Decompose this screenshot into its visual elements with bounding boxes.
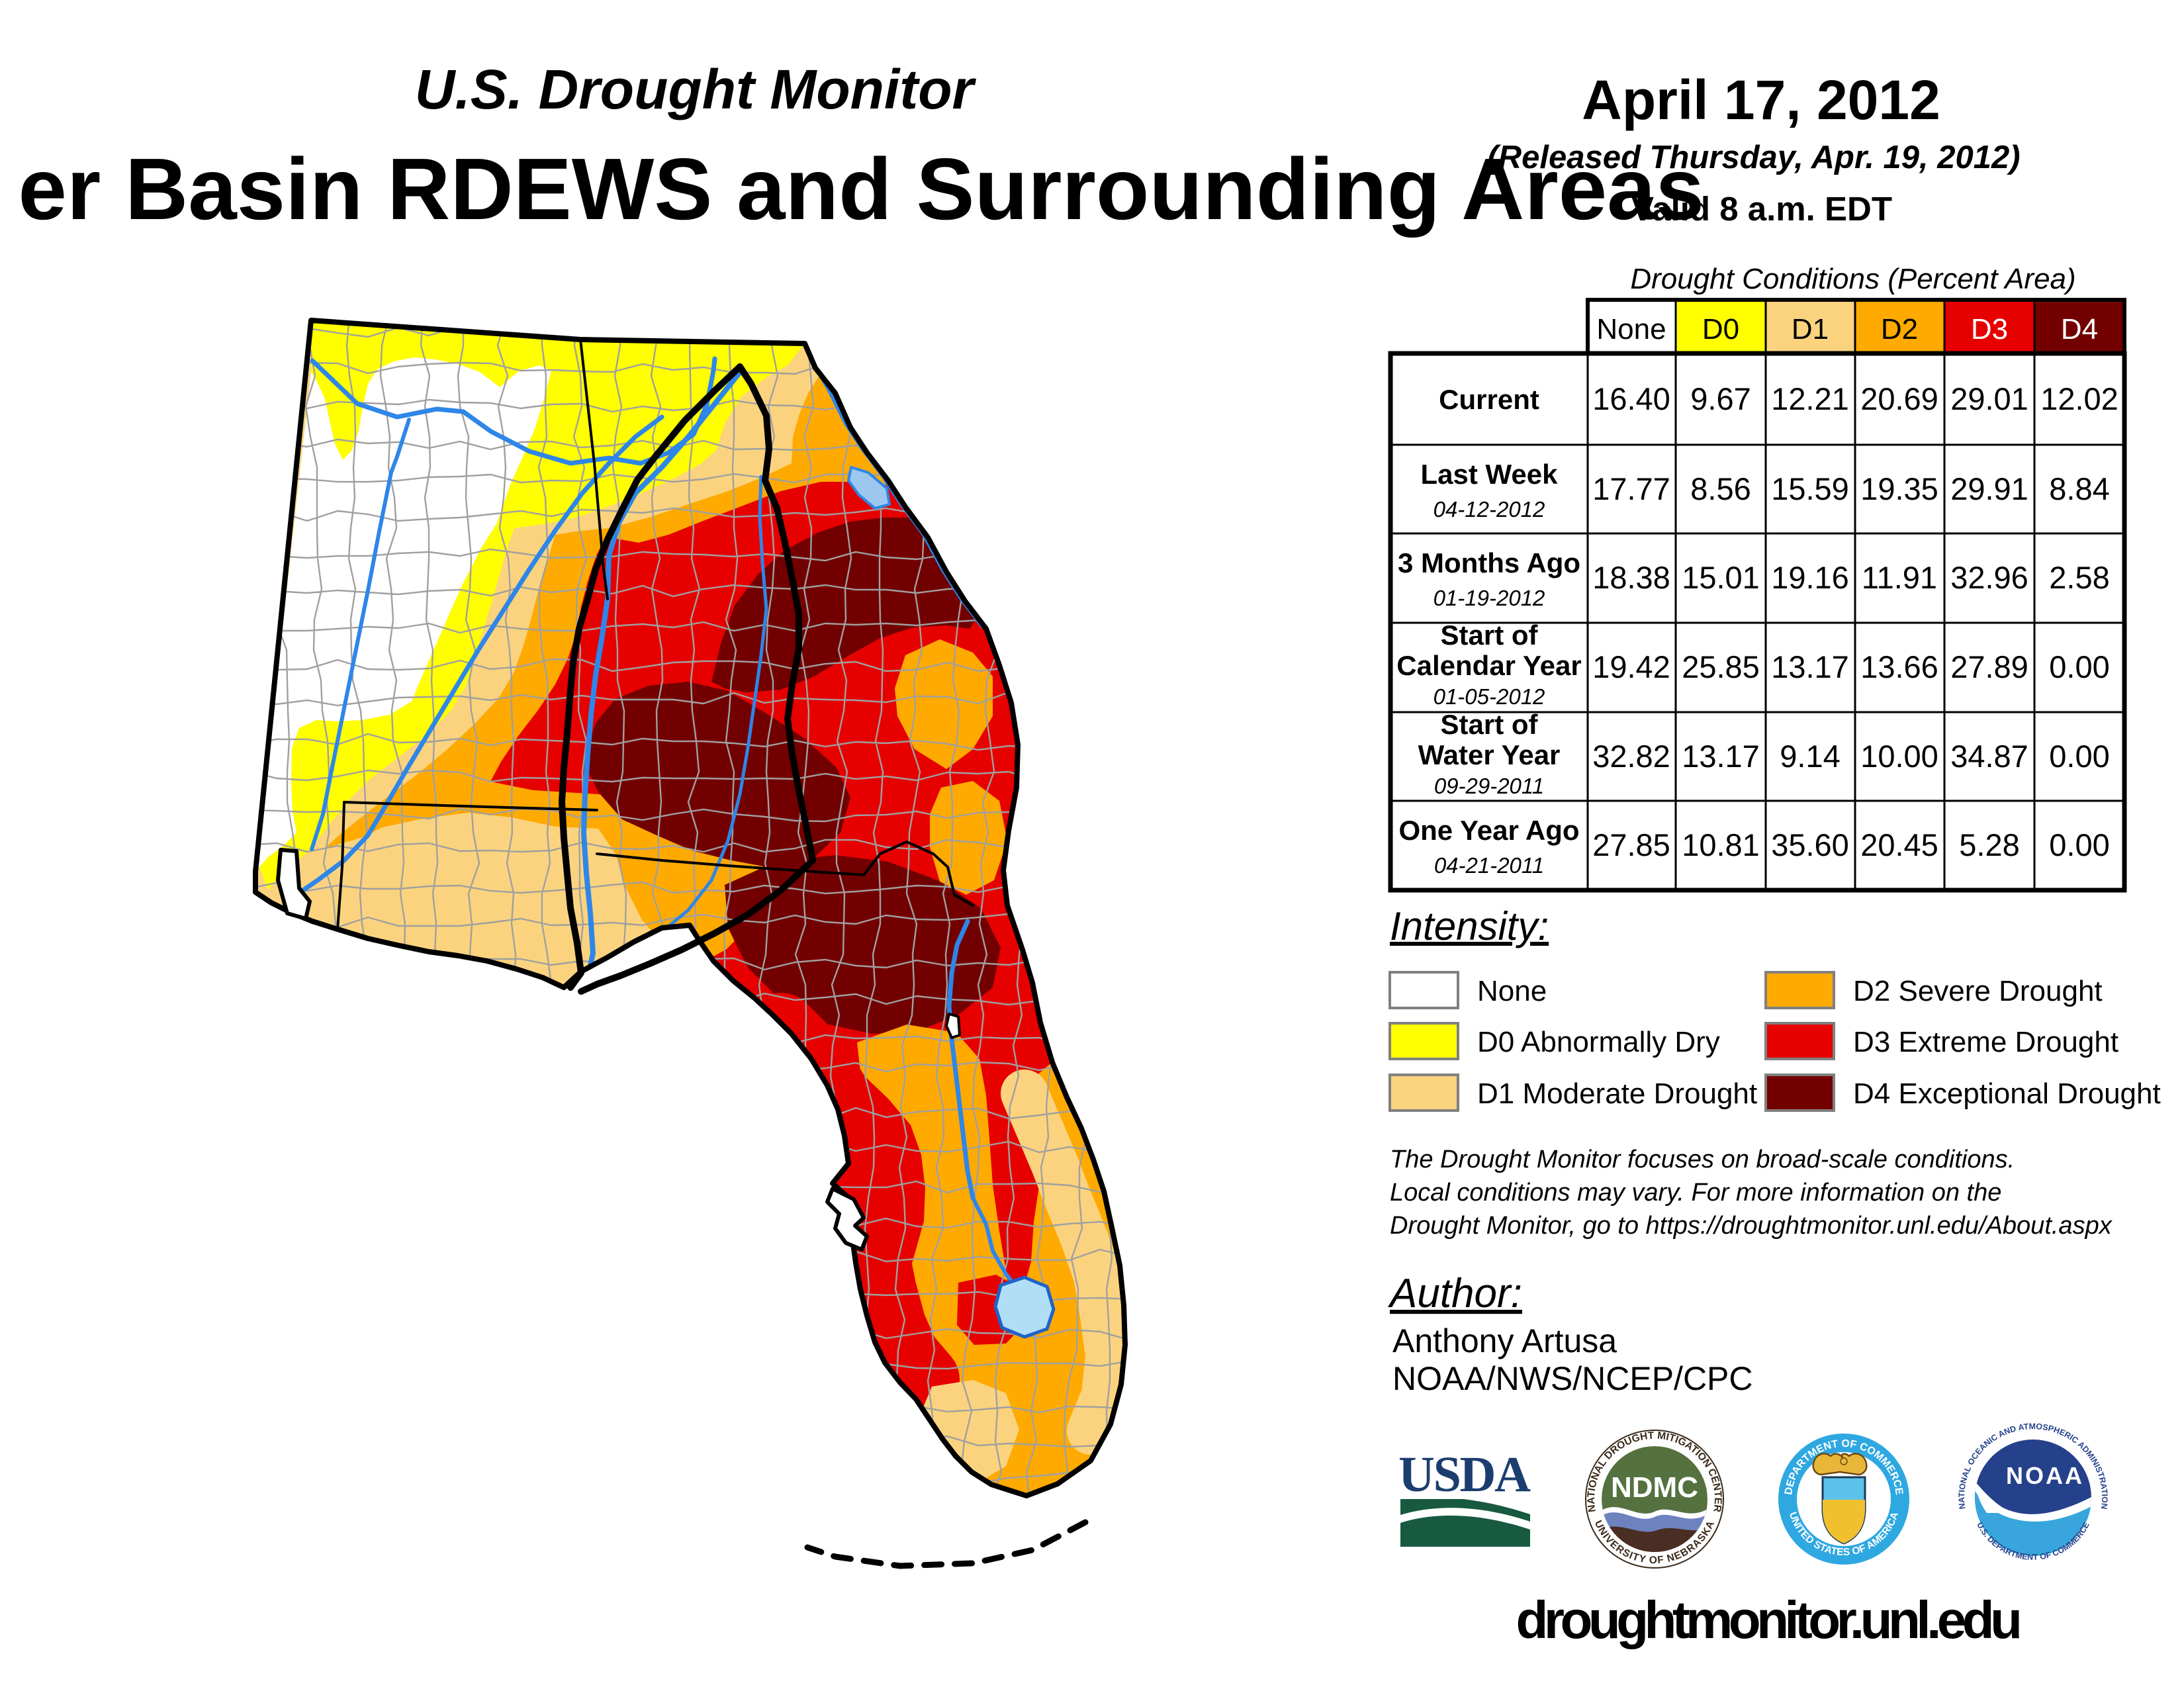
svg-text:D4 Exceptional Drought: D4 Exceptional Drought [1853,1077,2161,1110]
svg-text:13.17: 13.17 [1771,649,1849,684]
svg-text:One Year Ago: One Year Ago [1398,815,1579,846]
svg-text:Valid 8 a.m. EDT: Valid 8 a.m. EDT [1631,190,1892,228]
svg-text:NOAA/NWS/NCEP/CPC: NOAA/NWS/NCEP/CPC [1392,1360,1753,1397]
svg-text:er Basin RDEWS and Surrounding: er Basin RDEWS and Surrounding Areas [18,140,1704,238]
svg-text:35.60: 35.60 [1771,827,1849,862]
svg-text:10.81: 10.81 [1682,827,1760,862]
svg-text:20.45: 20.45 [1860,827,1938,862]
svg-text:16.40: 16.40 [1592,381,1670,416]
svg-text:01-05-2012: 01-05-2012 [1433,684,1545,709]
svg-text:Drought Conditions (Percent Ar: Drought Conditions (Percent Area) [1630,263,2075,295]
svg-text:34.87: 34.87 [1950,739,2028,774]
svg-text:Last Week: Last Week [1421,459,1559,490]
svg-text:D1 Moderate Drought: D1 Moderate Drought [1477,1077,1757,1110]
svg-text:19.42: 19.42 [1592,649,1670,684]
svg-text:17.77: 17.77 [1592,471,1670,506]
svg-text:8.56: 8.56 [1690,471,1751,506]
svg-text:USDA: USDA [1398,1447,1531,1502]
svg-text:29.91: 29.91 [1950,471,2028,506]
svg-text:D2: D2 [1881,313,1918,345]
svg-text:droughtmonitor.unl.edu: droughtmonitor.unl.edu [1516,1590,2019,1649]
svg-text:D0 Abnormally Dry: D0 Abnormally Dry [1477,1026,1720,1058]
svg-text:20.69: 20.69 [1860,381,1938,416]
svg-text:The Drought Monitor focuses on: The Drought Monitor focuses on broad-sca… [1390,1146,2015,1173]
svg-text:09-29-2011: 09-29-2011 [1434,774,1544,798]
svg-text:19.35: 19.35 [1860,471,1938,506]
svg-text:0.00: 0.00 [2049,827,2109,862]
svg-text:9.14: 9.14 [1780,739,1840,774]
svg-text:D1: D1 [1792,313,1829,345]
svg-text:(Released Thursday, Apr. 19, 2: (Released Thursday, Apr. 19, 2012) [1487,140,2020,175]
svg-text:None: None [1596,313,1666,345]
svg-text:04-21-2011: 04-21-2011 [1434,853,1544,878]
svg-text:25.85: 25.85 [1682,649,1760,684]
svg-text:Local conditions may vary. For: Local conditions may vary. For more info… [1390,1179,2001,1207]
svg-text:11.91: 11.91 [1862,560,1937,595]
svg-text:3 Months Ago: 3 Months Ago [1398,547,1580,578]
svg-text:D3 Extreme Drought: D3 Extreme Drought [1853,1026,2118,1058]
svg-text:12.02: 12.02 [2040,381,2118,416]
svg-text:13.66: 13.66 [1860,649,1938,684]
svg-text:27.89: 27.89 [1950,649,2028,684]
svg-text:18.38: 18.38 [1592,560,1670,595]
svg-text:19.16: 19.16 [1771,560,1849,595]
svg-text:NDMC: NDMC [1611,1471,1698,1504]
svg-text:32.96: 32.96 [1950,560,2028,595]
svg-text:8.84: 8.84 [2049,471,2109,506]
svg-text:Water Year: Water Year [1418,739,1561,770]
svg-text:32.82: 32.82 [1592,739,1670,774]
svg-text:27.85: 27.85 [1592,827,1670,862]
svg-text:10.00: 10.00 [1860,739,1938,774]
svg-text:Drought Monitor, go to https:/: Drought Monitor, go to https://droughtmo… [1390,1212,2113,1240]
svg-text:2.58: 2.58 [2049,560,2109,595]
svg-text:Intensity:: Intensity: [1390,904,1549,948]
svg-text:NOAA: NOAA [2006,1462,2084,1489]
svg-text:D4: D4 [2061,313,2098,345]
svg-text:Start of: Start of [1441,619,1539,651]
svg-text:Anthony Artusa: Anthony Artusa [1392,1322,1617,1359]
svg-text:5.28: 5.28 [1959,827,2019,862]
svg-text:None: None [1477,975,1547,1007]
svg-text:13.17: 13.17 [1682,739,1760,774]
svg-text:15.01: 15.01 [1682,560,1760,595]
svg-text:29.01: 29.01 [1950,381,2028,416]
svg-text:D3: D3 [1971,313,2008,345]
svg-text:15.59: 15.59 [1771,471,1849,506]
svg-text:D0: D0 [1702,313,1739,345]
svg-text:Start of: Start of [1441,709,1539,740]
svg-text:12.21: 12.21 [1771,381,1849,416]
svg-text:Calendar Year: Calendar Year [1396,650,1581,681]
svg-text:U.S. Drought Monitor: U.S. Drought Monitor [415,58,977,120]
svg-text:Current: Current [1439,384,1539,415]
svg-text:04-12-2012: 04-12-2012 [1433,497,1545,522]
svg-text:0.00: 0.00 [2049,739,2109,774]
svg-text:9.67: 9.67 [1690,381,1751,416]
svg-text:0.00: 0.00 [2049,649,2109,684]
svg-text:Author:: Author: [1387,1271,1522,1316]
svg-text:D2 Severe Drought: D2 Severe Drought [1853,975,2103,1007]
svg-text:April 17, 2012: April 17, 2012 [1582,69,1940,131]
svg-text:01-19-2012: 01-19-2012 [1433,586,1545,610]
